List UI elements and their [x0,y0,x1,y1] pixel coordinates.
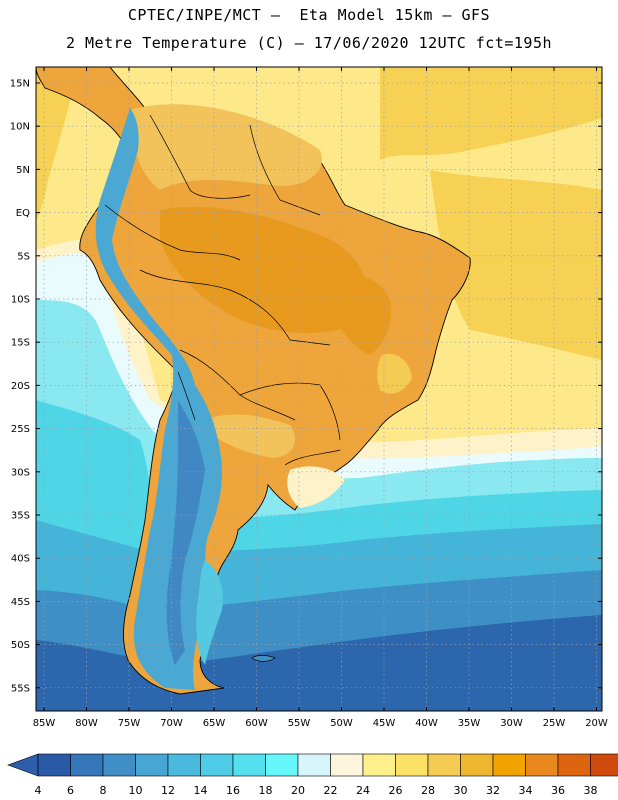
lat-label: 25S [11,424,30,435]
lon-label: 70W [160,718,183,729]
colorbar-swatch [460,753,494,777]
colorbar-swatch [37,753,71,777]
colorbar-label: 22 [324,784,338,797]
lon-label: 65W [203,718,226,729]
lat-label: 40S [11,554,30,565]
colorbar-swatch [395,753,429,777]
colorbar-label: 30 [454,784,468,797]
colorbar-label: 6 [67,784,74,797]
lat-label: 5N [16,165,30,176]
colorbar-swatch [265,753,299,777]
lat-label: EQ [16,208,30,219]
colorbar-label: 16 [226,784,240,797]
lon-label: 40W [415,718,438,729]
lon-label: 55W [288,718,311,729]
ocean-band-hot-east [430,170,602,360]
colorbar-swatch [200,753,234,777]
colorbar-swatch [135,753,169,777]
colorbar-label: 32 [486,784,500,797]
colorbar-label: 14 [194,784,208,797]
colorbar-swatch [102,753,136,777]
lat-label: 45S [11,597,30,608]
lat-label: 50S [11,640,30,651]
colorbar-swatch [590,753,618,777]
colorbar-label: 28 [421,784,435,797]
lon-label: 25W [543,718,566,729]
lon-label: 30W [500,718,523,729]
land-mild-north [130,104,322,190]
colorbar-swatch [525,753,559,777]
lat-label: 15N [10,79,30,90]
map-field [36,67,602,711]
lat-label: 5S [17,251,30,262]
falkland-islands [251,655,276,662]
lat-label: 55S [11,683,30,694]
colorbar: 4 6 8 10 12 14 16 18 20 22 24 26 28 30 32 34 36 38 [7,753,618,797]
colorbar-label: 24 [356,784,370,797]
colorbar-swatch [70,753,104,777]
lon-label: 20W [585,718,608,729]
colorbar-label: 26 [389,784,403,797]
land-andes-coldest [166,400,205,665]
lat-label: 15S [11,338,30,349]
colorbar-swatch [167,753,201,777]
colorbar-arrow-low [7,753,39,777]
land-andes-cold [95,108,222,690]
colorbar-label: 36 [551,784,565,797]
land-mild-south [205,414,295,458]
lon-label: 85W [33,718,56,729]
colorbar-label: 20 [291,784,305,797]
colorbar-swatch [557,753,591,777]
colorbar-swatch [492,753,526,777]
map-title-line-1: CPTEC/INPE/MCT – Eta Model 15km – GFS [127,6,491,24]
lat-label: 10S [11,295,30,306]
colorbar-swatch [427,753,461,777]
ocean-band-hot-west [36,67,80,220]
graticule [36,67,602,711]
colorbar-label: 34 [519,784,533,797]
colorbar-label: 18 [259,784,273,797]
lon-label: 80W [75,718,98,729]
longitude-labels: 85W 80W 75W 70W 65W 60W 55W 50W 45W 40W 35W 30W 25W 2… [33,67,608,729]
lon-label: 35W [458,718,481,729]
country-borders [104,114,341,466]
map-title-line-2: 2 Metre Temperature (C) – 17/06/2020 12U… [65,34,553,52]
lat-label: 35S [11,511,30,522]
colorbar-label: 12 [161,784,175,797]
map-frame [35,66,603,712]
colorbar-swatch [362,753,396,777]
colorbar-swatch [297,753,331,777]
land-uruguay-cool [287,466,345,508]
land-patagonia-cool [196,560,223,665]
land-hot-center [330,275,392,355]
colorbar-label: 4 [35,784,42,797]
land-hot-amazon [160,206,368,334]
lon-label: 50W [330,718,353,729]
land-mild-southeast [377,353,412,394]
lon-label: 45W [373,718,396,729]
colorbar-label: 38 [584,784,598,797]
colorbar-swatch [330,753,364,777]
lon-label: 60W [245,718,268,729]
continent-land [36,67,471,695]
latitude-labels: 15N 10N 5N EQ 5S 10S 15S 20S 25S 30S 35S 40S 45S 50S 5… [10,79,602,694]
lat-label: 30S [11,467,30,478]
lon-label: 75W [118,718,141,729]
colorbar-swatch [232,753,266,777]
ocean-band-hot-north [36,67,602,160]
colorbar-label: 8 [100,784,107,797]
lat-label: 10N [10,122,30,133]
colorbar-label: 10 [129,784,143,797]
lat-label: 20S [11,381,30,392]
